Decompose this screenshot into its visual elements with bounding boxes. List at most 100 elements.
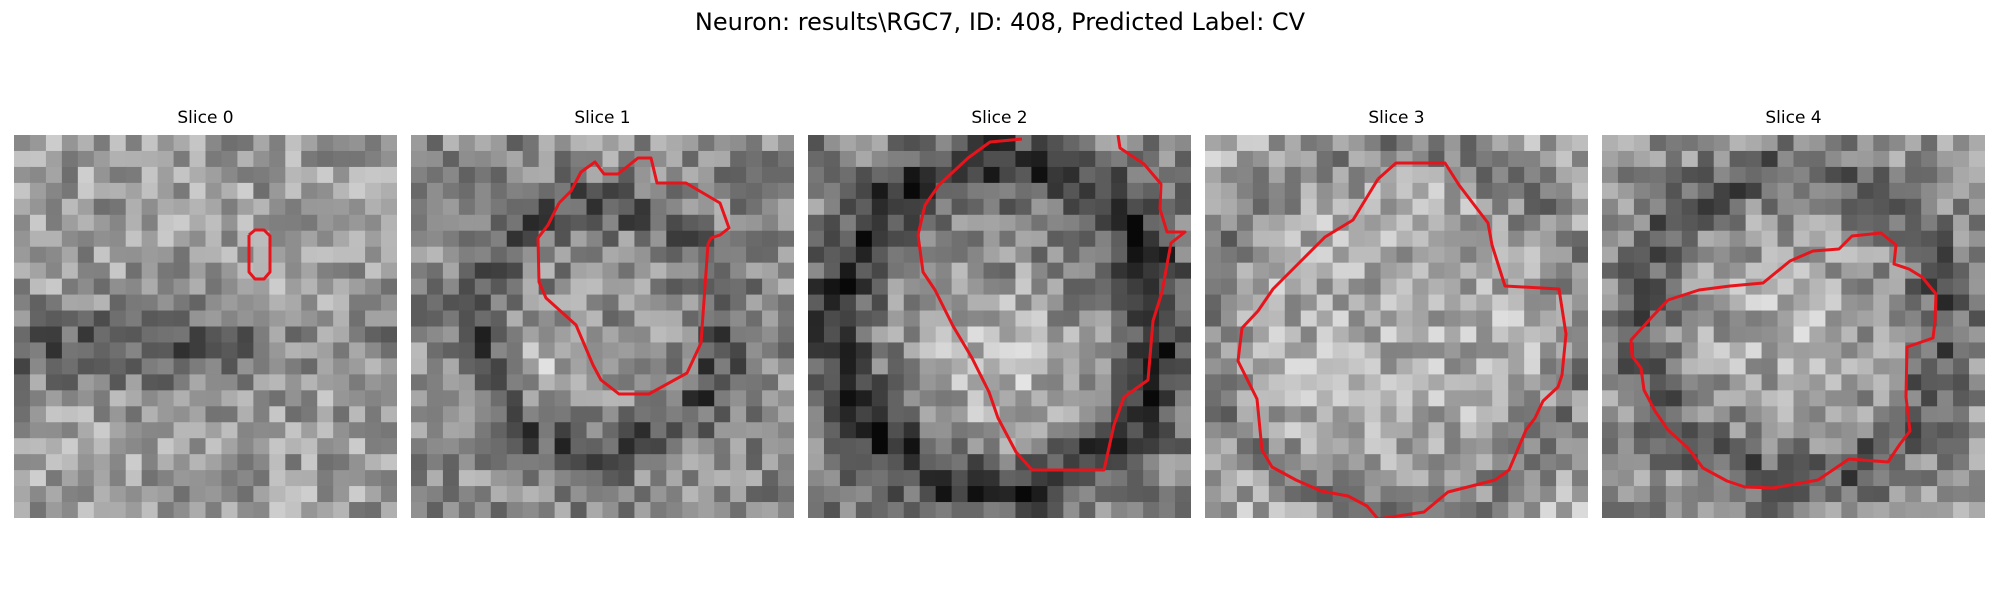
image-pixel [1031,246,1048,264]
image-pixel [1127,358,1144,375]
image-pixel [714,406,731,423]
image-pixel [871,454,889,471]
image-pixel [1175,246,1191,264]
image-pixel [253,214,270,232]
image-pixel [1873,294,1890,312]
image-pixel [1809,230,1827,248]
image-pixel [490,198,508,216]
image-pixel [903,470,921,487]
image-pixel [1729,262,1747,280]
image-pixel [442,150,460,168]
image-pixel [887,246,905,264]
image-pixel [698,358,715,375]
image-pixel [1649,214,1667,232]
image-pixel [1729,390,1747,407]
image-pixel [221,326,239,344]
image-pixel [823,278,841,296]
image-pixel [1412,342,1430,360]
image-pixel [1777,150,1795,168]
image-pixel [1159,262,1176,280]
image-pixel [442,406,460,423]
image-pixel [1364,326,1382,344]
image-pixel [1205,422,1222,439]
image-pixel [554,486,572,503]
image-pixel [1841,166,1858,184]
image-pixel [935,326,953,344]
image-pixel [919,342,937,360]
image-pixel [983,342,1001,360]
slice-image-0 [14,135,397,518]
image-pixel [1953,182,1970,200]
image-pixel [967,230,985,248]
image-pixel [61,390,79,407]
image-pixel [999,358,1017,375]
image-pixel [1745,406,1763,423]
image-pixel [1602,214,1619,232]
image-pixel [762,406,779,423]
image-pixel [1127,486,1144,503]
image-pixel [458,135,476,152]
image-pixel [426,406,444,423]
image-pixel [1031,390,1048,407]
image-pixel [1969,454,1985,471]
image-pixel [1540,198,1557,216]
image-pixel [1873,470,1890,487]
image-pixel [1332,278,1350,296]
image-pixel [1905,214,1922,232]
image-pixel [237,406,254,423]
image-pixel [1841,342,1858,360]
image-pixel [823,470,841,487]
image-pixel [458,470,476,487]
image-pixel [522,310,540,328]
image-pixel [506,214,524,232]
image-pixel [1300,438,1318,455]
image-pixel [1063,166,1080,184]
image-pixel [808,294,825,312]
image-pixel [269,486,286,503]
image-pixel [1665,342,1683,360]
image-pixel [1300,342,1318,360]
image-pixel [778,358,794,375]
image-pixel [1697,230,1715,248]
image-pixel [1572,166,1588,184]
image-pixel [554,374,572,391]
image-pixel [1524,502,1541,518]
image-pixel [698,502,715,518]
image-pixel [1777,294,1795,312]
image-pixel [1460,326,1477,344]
image-pixel [999,150,1017,168]
image-pixel [205,326,223,344]
image-pixel [1047,406,1064,423]
image-pixel [855,422,873,439]
image-pixel [586,135,604,152]
image-pixel [871,310,889,328]
image-pixel [1316,486,1334,503]
image-pixel [666,438,683,455]
image-pixel [1665,326,1683,344]
image-pixel [1015,342,1033,360]
image-pixel [29,454,47,471]
image-pixel [1937,262,1954,280]
image-pixel [1524,214,1541,232]
image-pixel [1316,470,1334,487]
image-pixel [141,486,159,503]
image-pixel [1969,278,1985,296]
image-pixel [903,438,921,455]
image-pixel [650,310,667,328]
image-pixel [808,214,825,232]
image-pixel [808,438,825,455]
image-pixel [1825,486,1842,503]
image-pixel [1143,262,1160,280]
image-pixel [381,278,397,296]
image-pixel [1236,150,1254,168]
image-pixel [506,246,524,264]
image-pixel [458,294,476,312]
image-pixel [1348,422,1366,439]
image-pixel [823,135,841,152]
image-pixel [1380,135,1398,152]
image-pixel [1969,390,1985,407]
image-pixel [506,150,524,168]
image-pixel [618,454,636,471]
image-pixel [1713,246,1731,264]
image-pixel [586,214,604,232]
